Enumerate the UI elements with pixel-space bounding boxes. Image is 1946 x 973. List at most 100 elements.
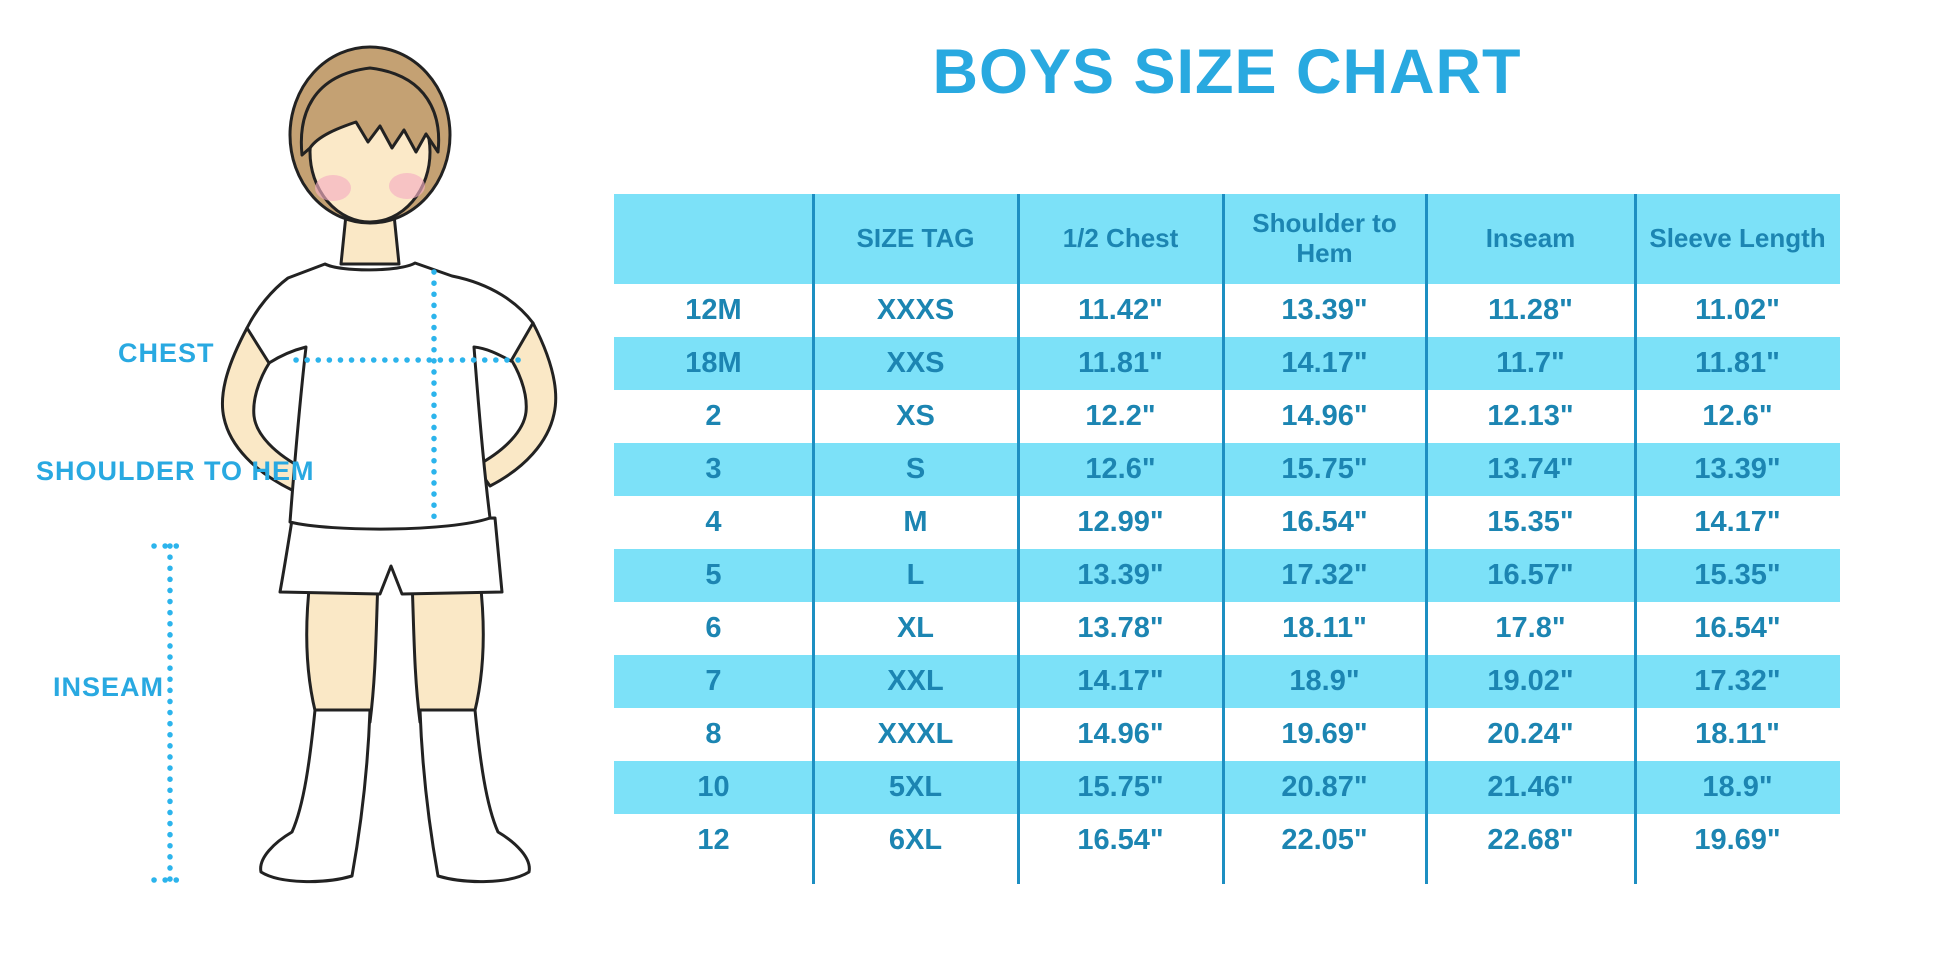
- table-cell: S: [905, 452, 926, 485]
- left-cheek: [315, 175, 351, 201]
- table-cell: 16.54": [1281, 505, 1368, 538]
- table-cell: XXXL: [877, 717, 954, 750]
- boy-illustration: [140, 20, 720, 930]
- table-row: 6 XL 13.78" 18.11" 17.8" 16.54": [614, 602, 1840, 655]
- column-divider: [1222, 194, 1225, 884]
- table-cell: 17.32": [1281, 558, 1368, 591]
- table-cell: 16.54": [1694, 611, 1781, 644]
- t-shirt: [245, 261, 535, 531]
- table-cell: 15.35": [1487, 505, 1574, 538]
- table-row: 4 M 12.99" 16.54" 15.35" 14.17": [614, 496, 1840, 549]
- table-cell: XXS: [886, 346, 945, 379]
- table-cell: XS: [896, 399, 935, 432]
- table-cell: L: [906, 558, 925, 591]
- table-cell: 14.17": [1694, 505, 1781, 538]
- table-row: 2 XS 12.2" 14.96" 12.13" 12.6": [614, 390, 1840, 443]
- column-divider: [812, 194, 815, 884]
- table-header-cell: [614, 194, 813, 284]
- table-cell: 12.2": [1085, 399, 1156, 432]
- table-row: 3 S 12.6" 15.75" 13.74" 13.39": [614, 443, 1840, 496]
- column-divider: [1017, 194, 1020, 884]
- table-cell: XXL: [887, 664, 944, 697]
- page-title: BOYS SIZE CHART: [932, 37, 1522, 107]
- table-row: 7 XXL 14.17" 18.9" 19.02" 17.32": [614, 655, 1840, 708]
- table-cell: 20.87": [1281, 770, 1368, 803]
- table-row: 5 L 13.39" 17.32" 16.57" 15.35": [614, 549, 1840, 602]
- table-cell: 16.57": [1487, 558, 1574, 591]
- table-header-cell: SIZE TAG: [856, 223, 975, 254]
- column-divider: [1634, 194, 1637, 884]
- table-cell: 4: [705, 505, 722, 538]
- table-cell: 18.9": [1289, 664, 1360, 697]
- table-cell: 12M: [685, 293, 742, 326]
- table-cell: 20.24": [1487, 717, 1574, 750]
- column-divider: [1425, 194, 1428, 884]
- table-cell: 18M: [685, 346, 742, 379]
- table-cell: 16.54": [1077, 823, 1164, 856]
- table-cell: 14.17": [1281, 346, 1368, 379]
- table-cell: M: [903, 505, 928, 538]
- table-cell: 2: [705, 399, 722, 432]
- table-header-cell: Sleeve Length: [1649, 223, 1826, 254]
- table-cell: 6: [705, 611, 722, 644]
- table-row: 10 5XL 15.75" 20.87" 21.46" 18.9": [614, 761, 1840, 814]
- table-cell: 13.39": [1077, 558, 1164, 591]
- table-cell: 19.02": [1487, 664, 1574, 697]
- table-cell: 21.46": [1487, 770, 1574, 803]
- table-cell: 6XL: [888, 823, 943, 856]
- table-cell: XXXS: [876, 293, 955, 326]
- table-cell: 22.05": [1281, 823, 1368, 856]
- table-cell: 5XL: [888, 770, 943, 803]
- table-cell: 18.11": [1282, 611, 1367, 644]
- left-leg: [305, 578, 380, 724]
- table-cell: 3: [705, 452, 722, 485]
- table-cell: 19.69": [1281, 717, 1368, 750]
- right-leg: [410, 578, 485, 724]
- table-cell: 10: [697, 770, 730, 803]
- table-header-row: SIZE TAG 1/2 Chest Shoulder to Hem Inseam Sl…: [614, 194, 1840, 284]
- table-cell: 7: [705, 664, 722, 697]
- table-cell: 15.75": [1281, 452, 1368, 485]
- shorts: [278, 516, 504, 596]
- table-cell: 13.78": [1077, 611, 1164, 644]
- table-cell: 14.96": [1077, 717, 1164, 750]
- table-row: 12 6XL 16.54" 22.05" 22.68" 19.69": [614, 814, 1840, 867]
- table-cell: 12.13": [1487, 399, 1574, 432]
- table-row: 12M XXXS 11.42" 13.39" 11.28" 11.02": [614, 284, 1840, 337]
- boy-illustration-svg: [151, 45, 558, 884]
- table-cell: 14.96": [1281, 399, 1368, 432]
- table-cell: 13.39": [1281, 293, 1368, 326]
- size-chart-table: SIZE TAG 1/2 Chest Shoulder to Hem Inseam Sl…: [614, 194, 1840, 884]
- table-cell: 18.11": [1695, 717, 1780, 750]
- table-cell: 18.9": [1702, 770, 1773, 803]
- table-cell: 11.28": [1488, 293, 1573, 326]
- table-cell: 11.42": [1078, 293, 1163, 326]
- right-cheek: [389, 173, 425, 199]
- table-cell: 17.8": [1495, 611, 1566, 644]
- hair-fringe: [299, 66, 441, 157]
- table-cell: 12.99": [1077, 505, 1164, 538]
- table-cell: 15.35": [1694, 558, 1781, 591]
- right-arm: [474, 321, 558, 488]
- table-row: 18M XXS 11.81" 14.17" 11.7" 11.81": [614, 337, 1840, 390]
- table-header-cell: Shoulder to Hem: [1252, 208, 1397, 268]
- table-row: 8 XXXL 14.96" 19.69" 20.24" 18.11": [614, 708, 1840, 761]
- table-cell: 12.6": [1702, 399, 1773, 432]
- left-sock: [259, 708, 372, 884]
- table-cell: 22.68": [1487, 823, 1574, 856]
- table-header-cell: 1/2 Chest: [1062, 223, 1179, 254]
- chest-label: CHEST: [118, 338, 215, 368]
- table-cell: 11.02": [1695, 293, 1780, 326]
- table-cell: 11.81": [1078, 346, 1163, 379]
- table-cell: 15.75": [1077, 770, 1164, 803]
- table-cell: XL: [896, 611, 935, 644]
- table-cell: 13.74": [1487, 452, 1574, 485]
- right-sock: [418, 708, 531, 884]
- table-cell: 5: [705, 558, 722, 591]
- shoulder-to-hem-label: SHOULDER TO HEM: [36, 456, 315, 486]
- inseam-label: INSEAM: [53, 672, 165, 702]
- table-cell: 14.17": [1077, 664, 1164, 697]
- table-cell: 12.6": [1085, 452, 1156, 485]
- table-cell: 13.39": [1694, 452, 1781, 485]
